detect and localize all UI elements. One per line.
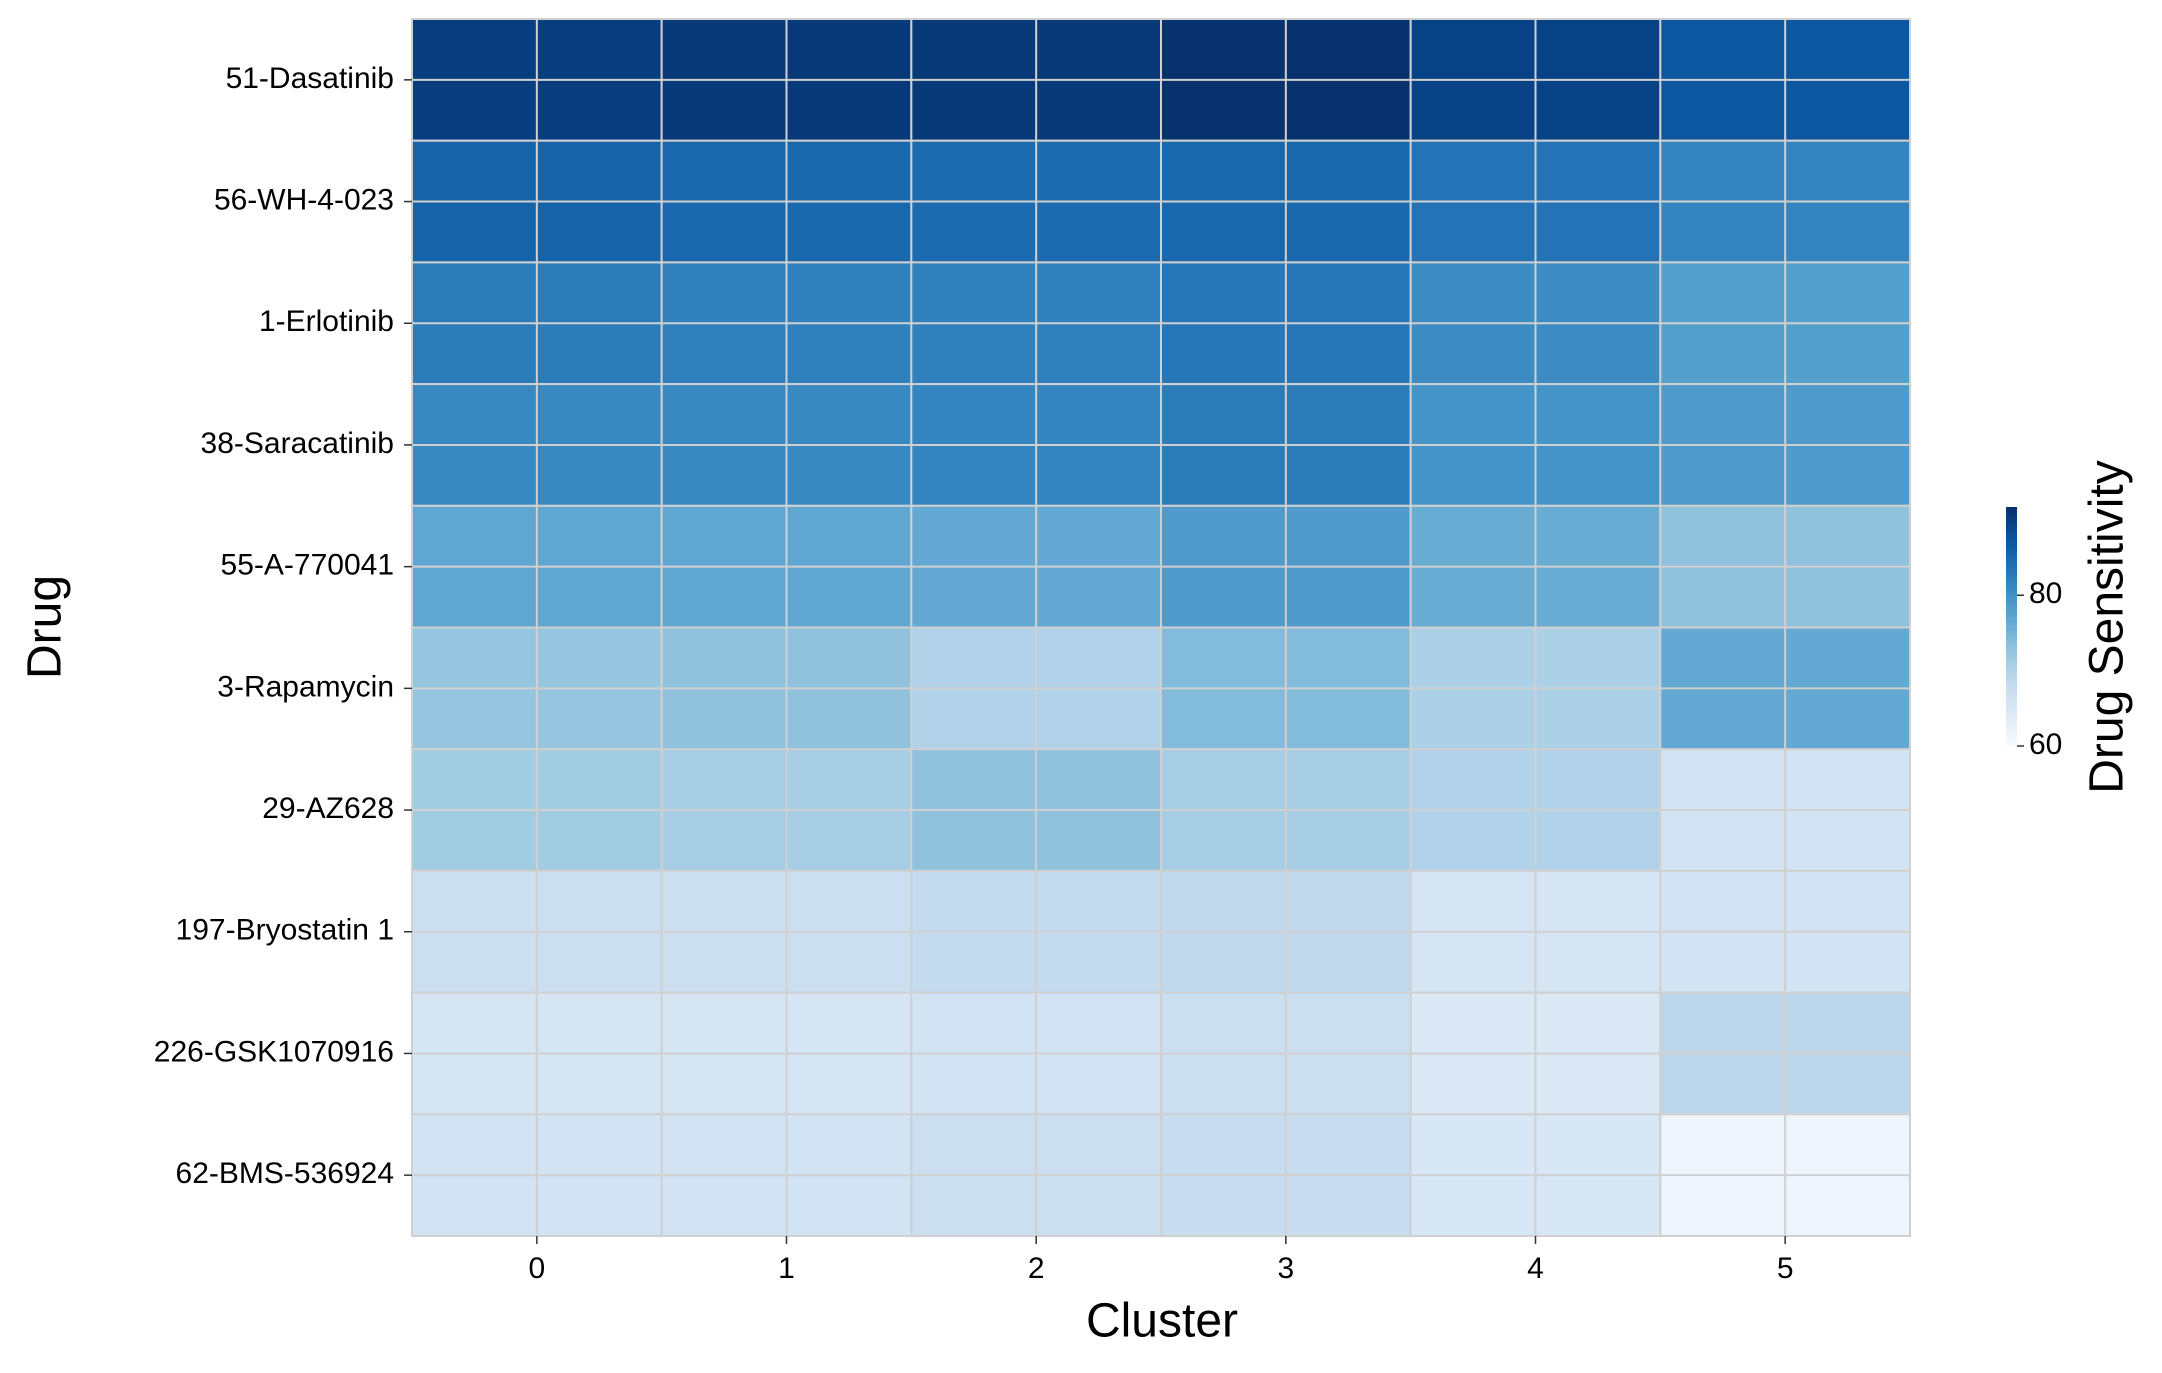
y-tick-label: 29-AZ628 bbox=[262, 792, 394, 825]
y-tick-label: 1-Erlotinib bbox=[259, 305, 394, 338]
y-tick-label: 51-Dasatinib bbox=[226, 62, 394, 95]
y-tick-label: 55-A-770041 bbox=[221, 549, 394, 582]
x-tick-label: 4 bbox=[1527, 1252, 1544, 1285]
x-tick-label: 0 bbox=[528, 1252, 545, 1285]
x-tick-label: 5 bbox=[1777, 1252, 1794, 1285]
colorbar-title: Drug Sensitivity bbox=[2081, 460, 2134, 793]
y-axis-title: Drug bbox=[19, 575, 72, 679]
x-tick-label: 1 bbox=[778, 1252, 795, 1285]
colorbar-tick-label: 60 bbox=[2029, 728, 2062, 761]
colorbar bbox=[2006, 507, 2017, 746]
x-axis-title: Cluster bbox=[1086, 1295, 1238, 1348]
x-tick-label: 3 bbox=[1277, 1252, 1294, 1285]
plot-frame bbox=[411, 18, 1911, 1237]
y-tick-label: 62-BMS-536924 bbox=[176, 1157, 394, 1190]
colorbar-tick-label: 80 bbox=[2029, 577, 2062, 610]
y-tick-label: 38-Saracatinib bbox=[201, 427, 394, 460]
y-tick-label: 197-Bryostatin 1 bbox=[176, 914, 394, 947]
y-tick-label: 3-Rapamycin bbox=[217, 670, 394, 703]
x-tick-label: 2 bbox=[1028, 1252, 1045, 1285]
y-tick-label: 226-GSK1070916 bbox=[154, 1035, 394, 1068]
y-tick-label: 56-WH-4-023 bbox=[214, 183, 394, 216]
